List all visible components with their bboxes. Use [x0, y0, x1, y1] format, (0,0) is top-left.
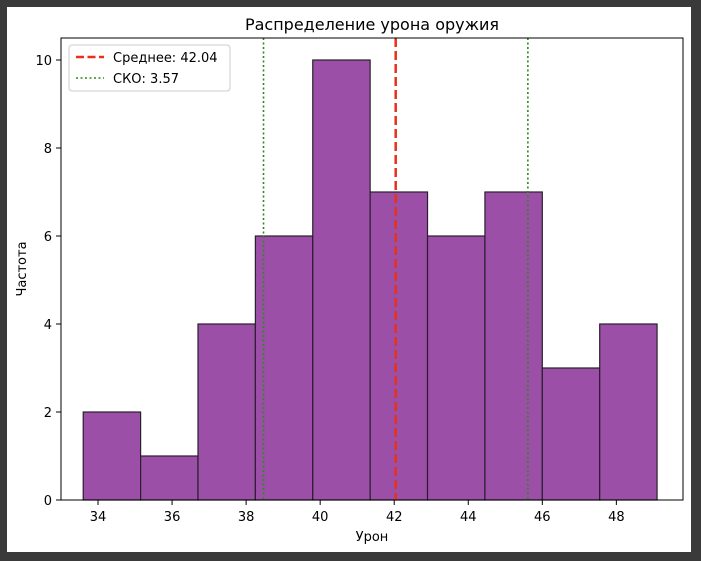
y-tick-label: 6: [44, 230, 52, 245]
histogram-bar: [484, 191, 543, 501]
legend-label: Среднее: 42.04: [113, 51, 218, 66]
reference-lines-layer: [262, 38, 529, 500]
x-tick-label: 46: [534, 510, 551, 525]
legend: Среднее: 42.04 СКО: 3.57: [68, 44, 231, 92]
x-tick-label: 44: [460, 510, 477, 525]
x-tick-label: 36: [164, 510, 181, 525]
histogram-bar: [197, 323, 256, 501]
x-axis-label: Урон: [356, 530, 389, 545]
x-axis-ticks: 34 36 38 40 42 44 46 48: [90, 500, 625, 525]
x-tick-label: 42: [386, 510, 403, 525]
histogram-bar: [254, 235, 314, 501]
y-tick-label: 8: [44, 142, 52, 157]
x-tick-label: 34: [90, 510, 107, 525]
plot-area-frame: [60, 37, 684, 501]
y-tick-label: 0: [44, 494, 52, 509]
histogram-bar: [312, 59, 371, 501]
histogram-bar: [369, 191, 429, 501]
y-axis-ticks: 0 2 4 6 8 10: [35, 54, 61, 509]
chart-title: Распределение урона оружия: [245, 15, 499, 34]
histogram-bar: [140, 455, 199, 501]
legend-box: [68, 44, 231, 92]
histogram-bar: [599, 323, 658, 501]
x-tick-label: 48: [608, 510, 625, 525]
y-tick-label: 4: [44, 318, 52, 333]
x-tick-label: 40: [312, 510, 329, 525]
y-axis-label: Частота: [15, 241, 30, 296]
histogram-bar: [426, 235, 486, 501]
histogram-bar: [82, 411, 142, 501]
y-tick-label: 2: [44, 406, 52, 421]
bars-layer: [82, 59, 658, 501]
histogram-bar: [541, 367, 601, 501]
legend-label: СКО: 3.57: [113, 72, 179, 87]
x-tick-label: 38: [238, 510, 255, 525]
y-tick-label: 10: [35, 54, 52, 69]
